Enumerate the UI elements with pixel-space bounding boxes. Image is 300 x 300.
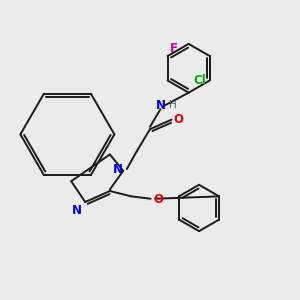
- Text: H: H: [169, 100, 176, 110]
- Text: Cl: Cl: [194, 74, 206, 87]
- Text: N: N: [72, 204, 82, 218]
- Text: O: O: [153, 193, 163, 206]
- Text: N: N: [155, 99, 165, 112]
- Text: N: N: [113, 163, 123, 176]
- Text: F: F: [169, 42, 178, 55]
- Text: O: O: [174, 113, 184, 126]
